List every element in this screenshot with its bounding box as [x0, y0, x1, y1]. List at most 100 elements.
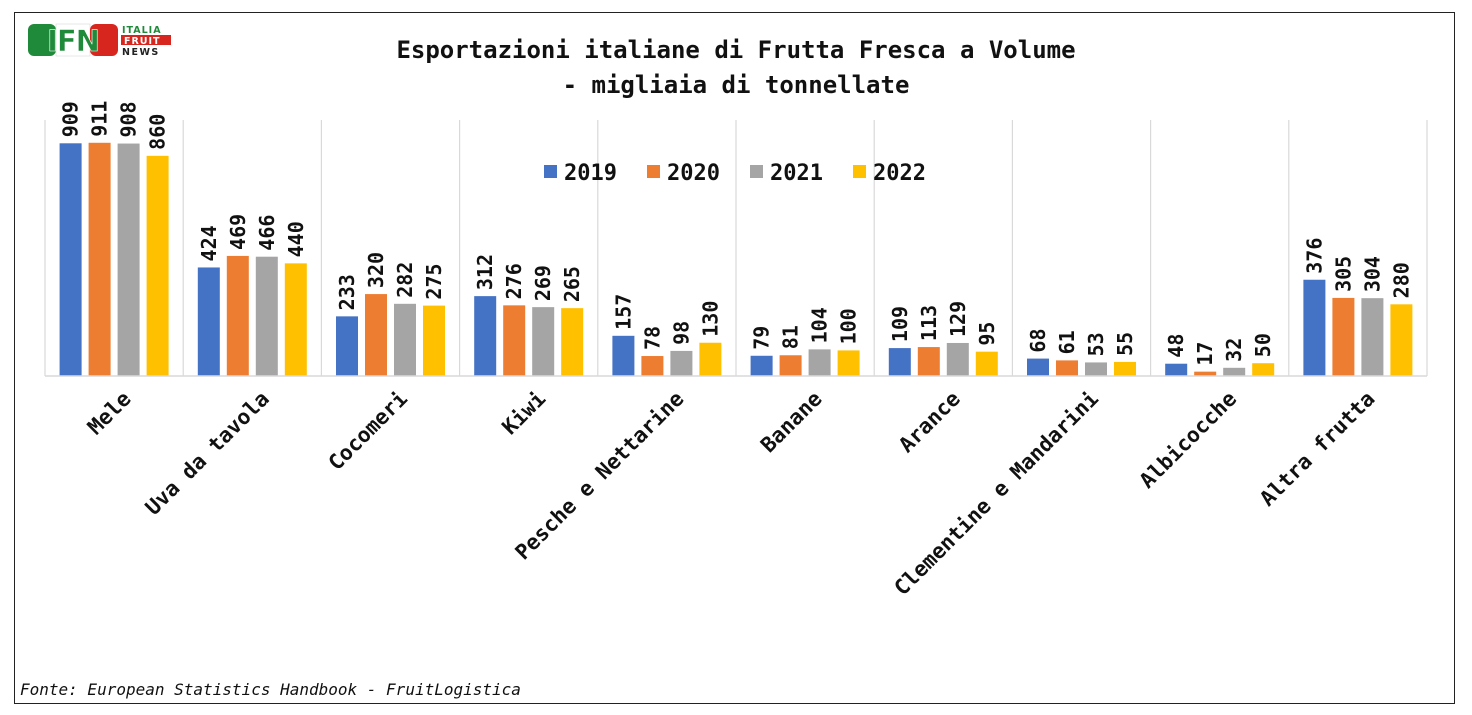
category-label-albicocche: Albicocche — [1135, 387, 1241, 493]
value-label-albicocche-2020: 17 — [1193, 342, 1217, 366]
bar-cocomeri-2022 — [423, 305, 445, 376]
bar-pesche-e-nettarine-2019 — [612, 335, 635, 376]
category-separators — [44, 120, 1428, 376]
legend-label-2021: 2021 — [770, 161, 823, 186]
bar-banane-2019 — [750, 355, 773, 376]
bar-uva-da-tavola-2020 — [226, 255, 249, 376]
bar-altra-frutta-2020 — [1332, 297, 1355, 376]
bar-kiwi-2019 — [474, 296, 497, 376]
ifn-logo: IFN ITALIA FRUIT NEWS — [28, 22, 178, 62]
bar-mele-2019 — [59, 143, 82, 376]
category-label-mele: Mele — [83, 387, 136, 440]
bar-cocomeri-2021 — [394, 303, 416, 376]
legend-swatch-2021 — [750, 165, 763, 178]
value-label-banane-2021: 104 — [808, 307, 832, 343]
bar-altra-frutta-2022 — [1390, 304, 1413, 376]
value-label-cocomeri-2019: 233 — [335, 274, 359, 310]
value-label-kiwi-2021: 269 — [531, 265, 555, 301]
bar-kiwi-2022 — [561, 308, 584, 376]
bar-altra-frutta-2019 — [1303, 279, 1326, 376]
bar-albicocche-2020 — [1194, 371, 1217, 376]
bar-albicocche-2021 — [1223, 367, 1246, 376]
logo-line1: ITALIA — [122, 25, 162, 36]
value-label-albicocche-2022: 50 — [1251, 333, 1275, 357]
value-label-albicocche-2021: 32 — [1222, 338, 1246, 362]
bar-clementine-e-mandarini-2021 — [1085, 362, 1107, 376]
value-label-pesche-e-nettarine-2019: 157 — [611, 294, 635, 330]
value-label-cocomeri-2021: 282 — [393, 262, 417, 298]
logo-line3: NEWS — [122, 47, 160, 58]
value-label-kiwi-2019: 312 — [473, 254, 497, 290]
legend-swatch-2022 — [853, 165, 866, 178]
value-label-arance-2020: 113 — [917, 305, 941, 341]
category-label-kiwi: Kiwi — [498, 387, 551, 440]
bar-clementine-e-mandarini-2019 — [1027, 358, 1049, 376]
value-label-arance-2022: 95 — [975, 322, 999, 346]
bar-banane-2022 — [837, 350, 860, 376]
legend-label-2022: 2022 — [873, 161, 926, 186]
value-label-uva-da-tavola-2022: 440 — [284, 221, 308, 257]
bar-mele-2020 — [88, 142, 111, 376]
value-label-clementine-e-mandarini-2022: 55 — [1113, 332, 1137, 356]
bar-altra-frutta-2021 — [1361, 298, 1384, 376]
bar-clementine-e-mandarini-2020 — [1056, 360, 1078, 376]
bar-arance-2022 — [975, 351, 998, 376]
value-label-altra-frutta-2021: 304 — [1360, 256, 1384, 292]
source-note: Fonte: European Statistics Handbook - Fr… — [20, 680, 521, 699]
value-label-mele-2019: 909 — [59, 101, 83, 137]
value-label-pesche-e-nettarine-2020: 78 — [640, 326, 664, 350]
bar-banane-2020 — [779, 355, 802, 376]
value-label-clementine-e-mandarini-2019: 68 — [1026, 328, 1050, 352]
value-label-mele-2021: 908 — [117, 101, 141, 137]
category-label-banane: Banane — [756, 387, 827, 458]
bar-arance-2019 — [888, 348, 911, 376]
bar-mele-2021 — [117, 143, 140, 376]
value-label-arance-2019: 109 — [888, 306, 912, 342]
legend-swatch-2020 — [647, 165, 660, 178]
category-label-arance: Arance — [894, 387, 965, 458]
bar-arance-2021 — [946, 342, 969, 376]
chart-title: Esportazioni italiane di Frutta Fresca a… — [396, 36, 1075, 64]
legend: 2019 2020 2021 2022 — [544, 161, 926, 186]
category-label-uva-da-tavola: Uva da tavola — [141, 387, 274, 520]
value-label-clementine-e-mandarini-2020: 61 — [1055, 330, 1079, 354]
value-label-kiwi-2020: 276 — [502, 263, 526, 299]
chart-frame — [14, 12, 1455, 704]
value-label-altra-frutta-2020: 305 — [1331, 256, 1355, 292]
bar-kiwi-2021 — [532, 307, 555, 376]
legend-swatch-2019 — [544, 165, 557, 178]
bar-mele-2022 — [146, 155, 169, 376]
value-label-pesche-e-nettarine-2021: 98 — [669, 321, 693, 345]
bar-albicocche-2019 — [1165, 363, 1188, 376]
value-label-pesche-e-nettarine-2022: 130 — [698, 301, 722, 337]
bar-pesche-e-nettarine-2022 — [699, 342, 722, 376]
bar-clementine-e-mandarini-2022 — [1114, 361, 1136, 376]
bar-kiwi-2020 — [503, 305, 526, 376]
value-label-uva-da-tavola-2020: 469 — [226, 214, 250, 250]
bar-pesche-e-nettarine-2020 — [641, 356, 664, 376]
bar-arance-2020 — [917, 347, 940, 376]
value-label-uva-da-tavola-2019: 424 — [197, 225, 221, 261]
bar-uva-da-tavola-2019 — [197, 267, 220, 376]
legend-label-2020: 2020 — [667, 161, 720, 186]
value-label-mele-2020: 911 — [88, 101, 112, 137]
category-label-cocomeri: Cocomeri — [324, 387, 412, 475]
value-label-mele-2022: 860 — [146, 114, 170, 150]
bar-banane-2021 — [808, 349, 831, 376]
bar-uva-da-tavola-2021 — [255, 256, 278, 376]
logo-mark: IFN — [47, 24, 99, 58]
value-label-cocomeri-2020: 320 — [364, 252, 388, 288]
bar-cocomeri-2020 — [365, 294, 387, 376]
value-label-albicocche-2019: 48 — [1164, 334, 1188, 358]
value-label-clementine-e-mandarini-2021: 53 — [1084, 332, 1108, 356]
value-label-banane-2022: 100 — [837, 308, 861, 344]
chart-subtitle: - migliaia di tonnellate — [563, 71, 910, 99]
value-label-altra-frutta-2022: 280 — [1389, 262, 1413, 298]
legend-label-2019: 2019 — [564, 161, 617, 186]
category-label-altra-frutta: Altra frutta — [1255, 387, 1379, 511]
value-label-arance-2021: 129 — [946, 301, 970, 337]
value-label-banane-2019: 79 — [750, 326, 774, 350]
